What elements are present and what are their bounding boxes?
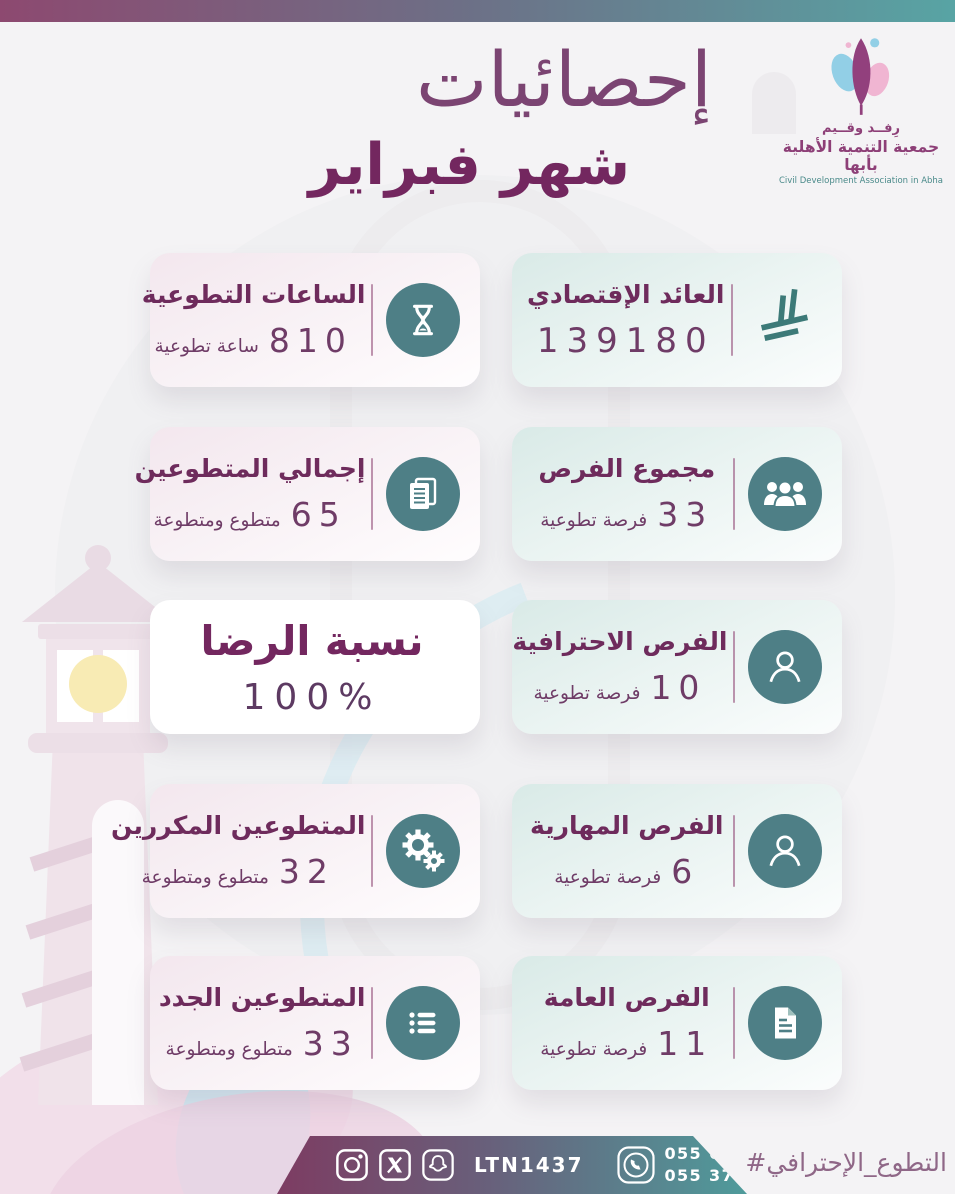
card-title: الفرص العامة <box>543 983 710 1012</box>
social-handle: LTN1437 <box>474 1153 584 1177</box>
hashtag-text: #التطوع_الإحترافي <box>745 1148 947 1177</box>
divider <box>370 987 373 1059</box>
card-unit: فرصة تطوعية <box>540 1039 648 1060</box>
gears-icon <box>386 814 460 888</box>
hourglass-icon <box>386 283 460 357</box>
card-total-volunteers: إجمالي المتطوعين 65 متطوع ومتطوعة <box>135 427 480 561</box>
card-satisfaction-rate: نسبة الرضا 100% <box>150 600 480 734</box>
page-title: إحصائيات شهر فبراير <box>309 40 712 196</box>
logo-org-name-arabic: جمعية التنمية الأهلية بأبها <box>782 138 940 174</box>
card-skill-opportunities: الفرص المهارية 6 فرصة تطوعية <box>512 784 842 918</box>
card-unit: فرصة تطوعية <box>540 510 648 531</box>
card-title: إجمالي المتطوعين <box>134 454 366 483</box>
lighthouse-light <box>69 655 127 713</box>
card-title: الفرص الاحترافية <box>512 627 728 656</box>
divider <box>732 987 735 1059</box>
divider <box>370 458 373 530</box>
title-line1: إحصائيات <box>416 35 712 124</box>
card-value: 6 <box>671 852 700 891</box>
card-unit: ساعة تطوعية <box>154 336 259 357</box>
card-unit: فرصة تطوعية <box>533 683 641 704</box>
card-title: الساعات التطوعية <box>141 280 366 309</box>
card-title: الفرص المهارية <box>530 811 724 840</box>
card-total-opportunities: مجموع الفرص 33 فرصة تطوعية <box>512 427 842 561</box>
footer-contact-bar: LTN1437 055 603 6800 055 374 7773 <box>277 1136 747 1194</box>
card-title: المتطوعين المكررين <box>110 811 366 840</box>
card-title: العائد الإقتصادي <box>526 279 725 309</box>
card-unit: متطوع ومتطوعة <box>165 1039 293 1060</box>
logo-brand-text: رِفــد وقــيم <box>822 121 900 136</box>
card-unit: فرصة تطوعية <box>554 867 662 888</box>
card-value: 10 <box>650 668 707 707</box>
card-new-volunteers: المتطوعين الجدد 33 متطوع ومتطوعة <box>150 956 480 1090</box>
divider <box>732 815 735 887</box>
card-unit: متطوع ومتطوعة <box>153 510 281 531</box>
divider <box>370 815 373 887</box>
divider <box>732 458 735 530</box>
bullet-list-icon <box>386 986 460 1060</box>
card-value: 32 <box>278 852 335 891</box>
x-icon <box>378 1148 412 1182</box>
card-title: المتطوعين الجدد <box>158 983 366 1012</box>
person-icon <box>748 630 822 704</box>
phone-icon <box>616 1145 656 1185</box>
card-volunteer-hours: الساعات التطوعية 810 ساعة تطوعية <box>142 253 480 387</box>
card-title: مجموع الفرص <box>538 454 716 483</box>
org-logo: رِفــد وقــيم جمعية التنمية الأهلية بأبه… <box>775 36 947 186</box>
card-value: 11 <box>657 1024 714 1063</box>
saudi-riyal-symbol-icon <box>746 282 822 358</box>
divider <box>370 284 373 356</box>
card-title: نسبة الرضا <box>200 616 424 665</box>
document-icon <box>748 986 822 1060</box>
card-value: 65 <box>290 495 347 534</box>
card-professional-opportunities: الفرص الاحترافية 10 فرصة تطوعية <box>512 600 842 734</box>
card-unit: متطوع ومتطوعة <box>141 867 269 888</box>
card-value: 139180 <box>536 320 715 361</box>
title-line2: شهر فبراير <box>308 131 630 198</box>
people-group-icon <box>748 457 822 531</box>
card-value: 810 <box>268 321 353 360</box>
card-value: 100% <box>242 676 382 718</box>
pages-icon <box>386 457 460 531</box>
instagram-icon <box>335 1148 369 1182</box>
card-repeat-volunteers: المتطوعين المكررين 32 متطوع ومتطوعة <box>111 784 480 918</box>
minaret-dome-watermark <box>752 72 796 134</box>
card-general-opportunities: الفرص العامة 11 فرصة تطوعية <box>512 956 842 1090</box>
top-gradient-bar <box>0 0 955 22</box>
logo-org-name-english: Civil Development Association in Abha <box>778 176 944 186</box>
divider <box>732 631 735 703</box>
logo-flower-icon <box>831 38 890 115</box>
snapchat-icon <box>421 1148 455 1182</box>
card-economic-return: العائد الإقتصادي 139180 <box>512 253 842 387</box>
card-value: 33 <box>657 495 714 534</box>
divider <box>730 284 733 356</box>
person-icon <box>748 814 822 888</box>
card-value: 33 <box>302 1024 359 1063</box>
